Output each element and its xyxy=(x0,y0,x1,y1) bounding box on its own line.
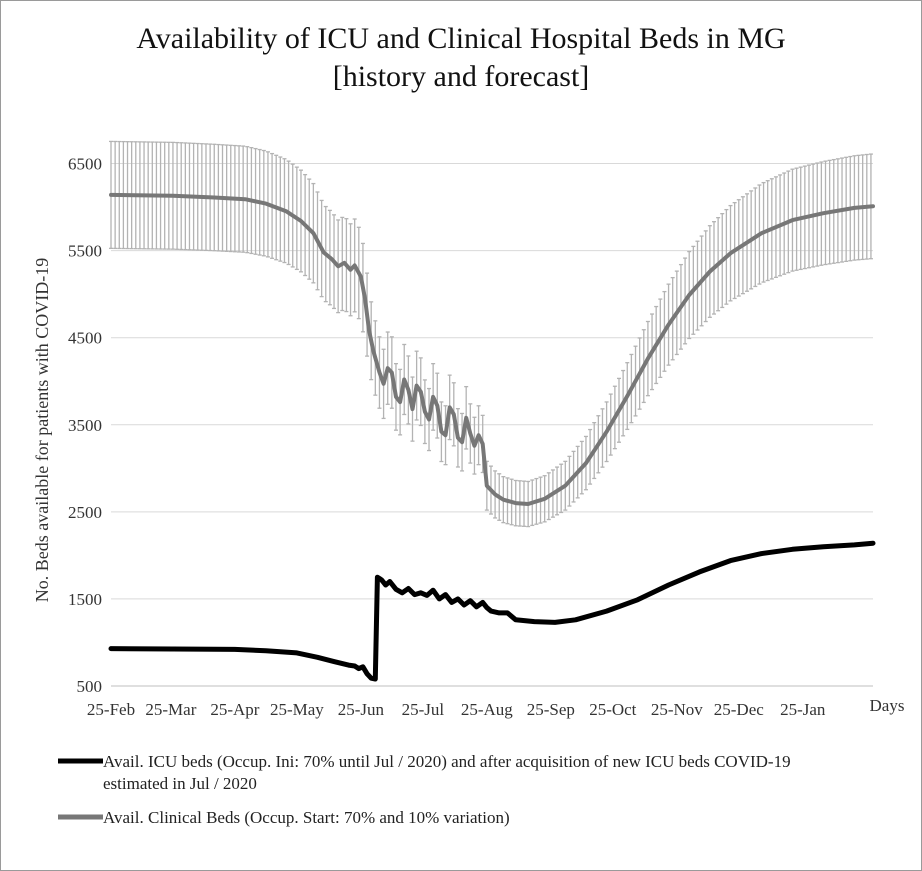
legend-label-clinical: Avail. Clinical Beds (Occup. Start: 70% … xyxy=(103,808,510,827)
legend-label-icu-line2: estimated in Jul / 2020 xyxy=(103,774,257,793)
x-axis-ticks: 25-Feb 25-Mar 25-Apr 25-May 25-Jun 25-Jul 25-A… xyxy=(87,700,826,719)
x-tick-label: 25-Mar xyxy=(145,700,196,719)
legend-label-icu: Avail. ICU beds (Occup. Ini: 70% until J… xyxy=(103,752,791,771)
x-tick-label: 25-Aug xyxy=(461,700,513,719)
x-tick-label: 25-Feb xyxy=(87,700,135,719)
x-tick-label: 25-Jul xyxy=(402,700,445,719)
x-tick-label: 25-Apr xyxy=(210,700,259,719)
gridlines xyxy=(111,163,873,600)
y-axis-ticks: 500 1500 2500 3500 4500 5500 6500 xyxy=(68,155,102,696)
y-tick-label: 500 xyxy=(77,677,103,696)
y-tick-label: 1500 xyxy=(68,590,102,609)
y-tick-label: 6500 xyxy=(68,155,102,174)
series-lines xyxy=(108,192,876,682)
y-tick-label: 3500 xyxy=(68,416,102,435)
y-tick-label: 4500 xyxy=(68,329,102,348)
series-line-icu-beds xyxy=(108,540,876,682)
x-tick-label: 25-Dec xyxy=(714,700,764,719)
y-tick-label: 2500 xyxy=(68,503,102,522)
x-axis-label: Days xyxy=(870,696,905,715)
series-line-clinical-beds xyxy=(109,192,875,506)
legend: Avail. ICU beds (Occup. Ini: 70% until J… xyxy=(58,752,791,827)
x-tick-label: 25-Nov xyxy=(651,700,703,719)
y-axis-label: No. Beds available for patients with COV… xyxy=(32,258,52,602)
y-tick-label: 5500 xyxy=(68,242,102,261)
x-tick-label: 25-Sep xyxy=(527,700,575,719)
x-tick-label: 25-Oct xyxy=(589,700,636,719)
chart-title-line1: Availability of ICU and Clinical Hospita… xyxy=(136,22,785,55)
x-tick-label: 25-Jan xyxy=(780,700,826,719)
x-tick-label: 25-May xyxy=(270,700,324,719)
chart-title-line2: [history and forecast] xyxy=(333,60,590,93)
x-tick-label: 25-Jun xyxy=(338,700,385,719)
